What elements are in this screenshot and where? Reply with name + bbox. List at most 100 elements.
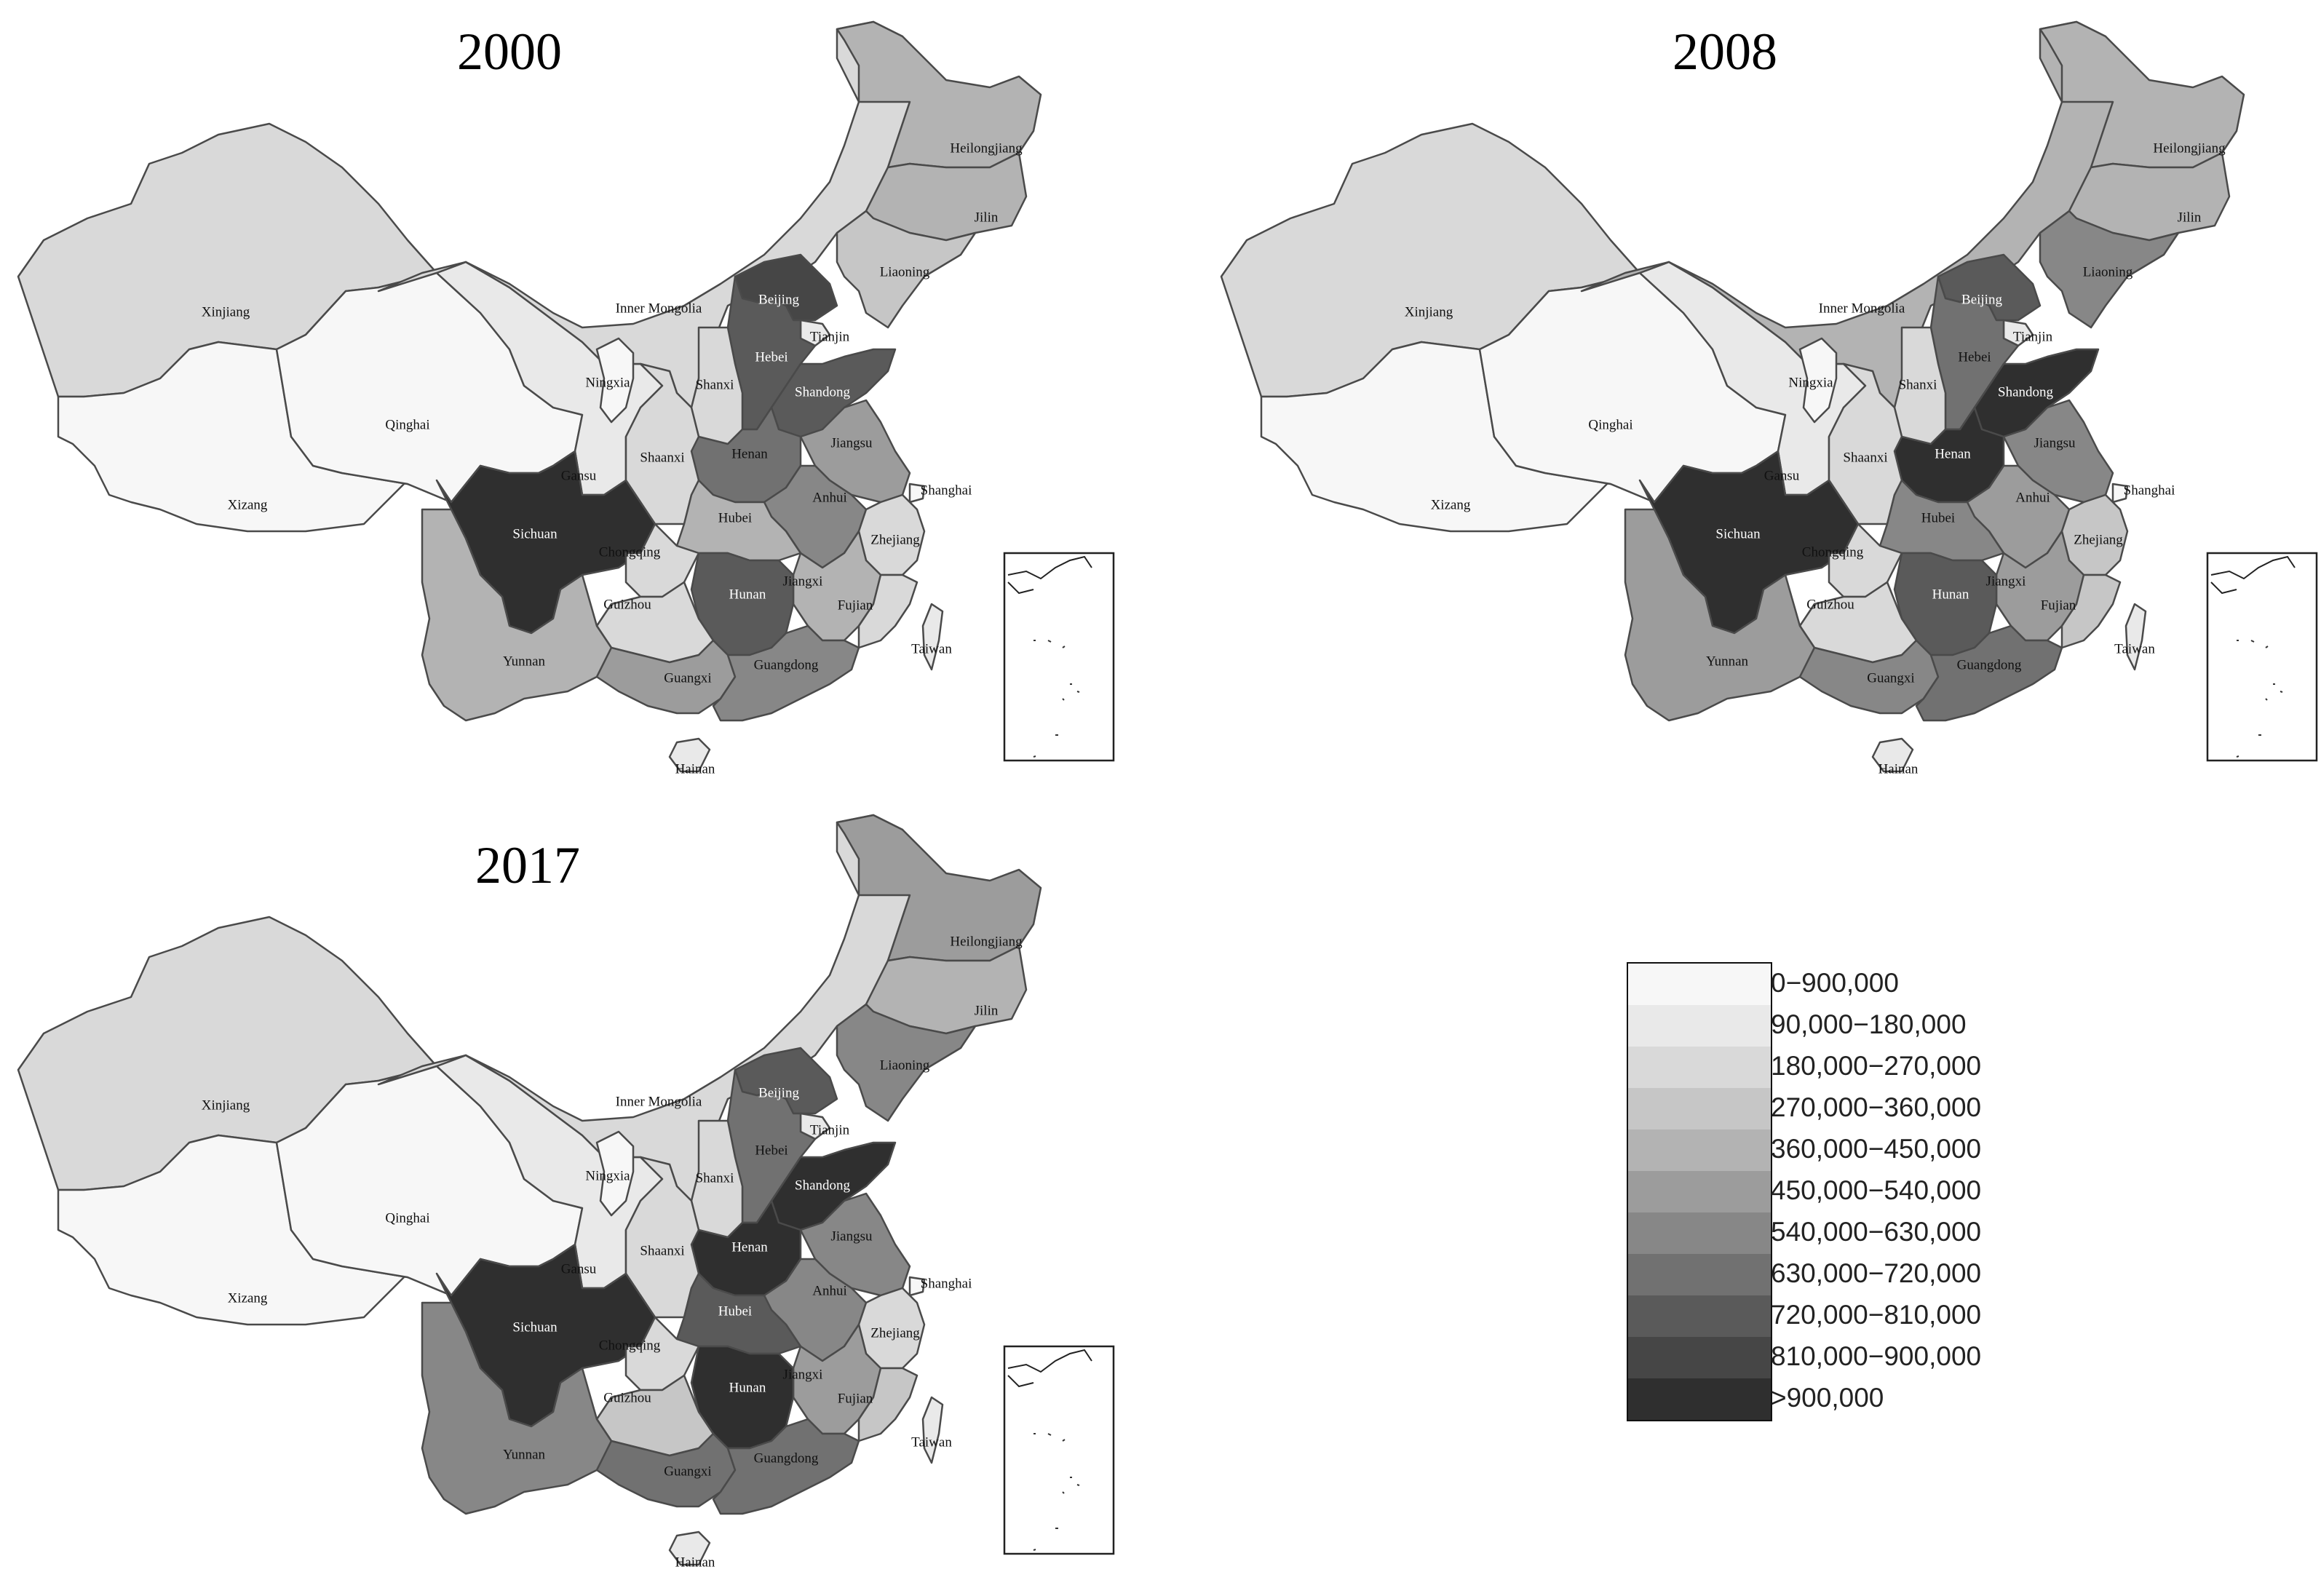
- province-label-inner-mongolia-2008: Inner Mongolia: [1819, 301, 1905, 316]
- province-label-tianjin-2008: Tianjin: [2013, 329, 2053, 344]
- province-label-hebei-2000: Hebei: [755, 349, 787, 365]
- legend-color-ramp: [1627, 962, 1772, 1421]
- province-label-guangxi-2017: Guangxi: [664, 1464, 711, 1479]
- province-label-jilin-2000: Jilin: [975, 210, 999, 225]
- province-label-shandong-2008: Shandong: [1998, 384, 2054, 400]
- province-label-liaoning-2008: Liaoning: [2083, 264, 2133, 279]
- province-label-shanxi-2008: Shanxi: [1899, 377, 1937, 392]
- legend-label-4: 360,000−450,000: [1771, 1134, 1982, 1164]
- province-label-jilin-2017: Jilin: [975, 1003, 999, 1018]
- legend-swatch-10: [1628, 1378, 1771, 1420]
- province-label-inner-mongolia-2017: Inner Mongolia: [616, 1094, 702, 1109]
- province-label-zhejiang-2017: Zhejiang: [870, 1325, 920, 1341]
- province-label-jiangsu-2017: Jiangsu: [831, 1228, 873, 1244]
- province-guangdong-2008: [1915, 624, 2063, 722]
- province-label-guangdong-2008: Guangdong: [1957, 657, 2022, 672]
- province-label-hainan-2017: Hainan: [675, 1555, 715, 1570]
- province-taiwan-2017: [921, 1396, 944, 1464]
- province-fujian-2017: [857, 1367, 919, 1442]
- province-label-henan-2000: Henan: [731, 446, 768, 461]
- legend-swatch-9: [1628, 1337, 1771, 1378]
- province-label-chongqing-2008: Chongqing: [1802, 544, 1864, 560]
- province-label-gansu-2000: Gansu: [561, 468, 597, 483]
- province-chongqing-2017: [624, 1316, 700, 1391]
- inset-coastline-2008: [2210, 555, 2296, 595]
- province-label-yunnan-2000: Yunnan: [503, 654, 546, 669]
- province-label-xizang-2000: Xizang: [228, 497, 268, 512]
- province-label-jiangsu-2008: Jiangsu: [2034, 435, 2076, 450]
- legend-label-7: 630,000−720,000: [1771, 1258, 1982, 1288]
- province-label-shanghai-2008: Shanghai: [2124, 483, 2175, 498]
- legend-swatch-6: [1628, 1212, 1771, 1254]
- province-label-qinghai-2000: Qinghai: [385, 417, 429, 432]
- province-label-jiangxi-2008: Jiangxi: [1986, 573, 2026, 589]
- province-label-shaanxi-2000: Shaanxi: [640, 450, 684, 465]
- province-label-fujian-2008: Fujian: [2041, 597, 2076, 613]
- map-title-2017: 2017: [475, 836, 580, 894]
- province-label-guizhou-2000: Guizhou: [603, 597, 651, 612]
- province-label-henan-2017: Henan: [731, 1239, 768, 1255]
- province-label-liaoning-2017: Liaoning: [880, 1057, 930, 1073]
- province-label-guizhou-2017: Guizhou: [603, 1390, 651, 1405]
- map-title-2000: 2000: [457, 23, 562, 81]
- province-label-guizhou-2008: Guizhou: [1806, 597, 1854, 612]
- province-label-anhui-2000: Anhui: [812, 490, 847, 505]
- legend-label-9: 810,000−900,000: [1771, 1341, 1982, 1371]
- province-label-shanghai-2000: Shanghai: [921, 483, 972, 498]
- province-label-jilin-2008: Jilin: [2178, 210, 2202, 225]
- legend-swatch-8: [1628, 1295, 1771, 1337]
- province-label-xinjiang-2017: Xinjiang: [202, 1097, 250, 1113]
- province-label-guangxi-2008: Guangxi: [1867, 670, 1914, 686]
- inset-islands-2000: [1033, 640, 1080, 758]
- province-label-inner-mongolia-2000: Inner Mongolia: [616, 301, 702, 316]
- province-labels-2008: Xinjiang Xizang Qinghai Gansu Inner Mongolia…: [1405, 140, 2226, 777]
- map-title-2008: 2008: [1673, 23, 1777, 81]
- inset-islands-2017: [1033, 1433, 1080, 1551]
- province-label-ningxia-2000: Ningxia: [585, 375, 630, 390]
- province-label-beijing-2000: Beijing: [758, 292, 799, 307]
- provinces-2017: [17, 814, 1042, 1566]
- province-label-chongqing-2017: Chongqing: [599, 1338, 661, 1353]
- province-label-hainan-2008: Hainan: [1878, 761, 1919, 777]
- province-liaoning-2000: [836, 210, 977, 329]
- province-label-beijing-2008: Beijing: [1961, 292, 2002, 307]
- province-label-xizang-2017: Xizang: [228, 1290, 268, 1306]
- map-2017: 2017 Xinjiang Xizang Qinghai Gansu Inner Mon…: [0, 793, 1115, 1572]
- province-label-jiangxi-2000: Jiangxi: [783, 573, 823, 589]
- province-label-ningxia-2008: Ningxia: [1788, 375, 1833, 390]
- province-label-hubei-2017: Hubei: [718, 1303, 752, 1319]
- legend-label-8: 720,000−810,000: [1771, 1300, 1982, 1330]
- legend-label-5: 450,000−540,000: [1771, 1175, 1982, 1205]
- map-canvas-2008: Xinjiang Xizang Qinghai Gansu Inner Mongolia…: [1220, 20, 2318, 777]
- province-label-taiwan-2008: Taiwan: [2114, 641, 2155, 656]
- province-label-shandong-2017: Shandong: [795, 1178, 851, 1193]
- province-label-guangxi-2000: Guangxi: [664, 670, 711, 686]
- province-label-fujian-2017: Fujian: [838, 1391, 873, 1406]
- legend-label-0: 0−900,000: [1771, 968, 1899, 998]
- province-label-hunan-2017: Hunan: [729, 1380, 766, 1395]
- province-label-shanghai-2017: Shanghai: [921, 1276, 972, 1291]
- province-ningxia-2000: [595, 337, 635, 424]
- province-hainan-2008: [1871, 737, 1914, 773]
- province-label-heilongjiang-2000: Heilongjiang: [950, 140, 1023, 156]
- province-label-sichuan-2017: Sichuan: [512, 1319, 558, 1335]
- province-label-jiangxi-2017: Jiangxi: [783, 1367, 823, 1382]
- inset-coastline-2000: [1007, 555, 1092, 595]
- province-label-hubei-2008: Hubei: [1921, 510, 1955, 525]
- province-label-guangdong-2000: Guangdong: [754, 657, 819, 672]
- province-hainan-2017: [668, 1531, 711, 1566]
- province-labels-2017: Xinjiang Xizang Qinghai Gansu Inner Mongolia…: [202, 934, 1023, 1570]
- province-guangdong-2000: [712, 624, 860, 722]
- province-label-sichuan-2008: Sichuan: [1715, 526, 1761, 541]
- south-china-sea-inset-2000: [1003, 552, 1115, 762]
- province-label-heilongjiang-2008: Heilongjiang: [2153, 140, 2226, 156]
- province-label-hunan-2008: Hunan: [1932, 587, 1969, 602]
- province-label-hebei-2017: Hebei: [755, 1143, 787, 1158]
- province-label-jiangsu-2000: Jiangsu: [831, 435, 873, 450]
- legend-label-10: >900,000: [1771, 1383, 1884, 1413]
- province-label-tianjin-2000: Tianjin: [810, 329, 850, 344]
- province-label-qinghai-2017: Qinghai: [385, 1210, 429, 1226]
- province-label-yunnan-2017: Yunnan: [503, 1447, 546, 1462]
- province-label-guangdong-2017: Guangdong: [754, 1450, 819, 1466]
- province-label-xizang-2008: Xizang: [1431, 497, 1471, 512]
